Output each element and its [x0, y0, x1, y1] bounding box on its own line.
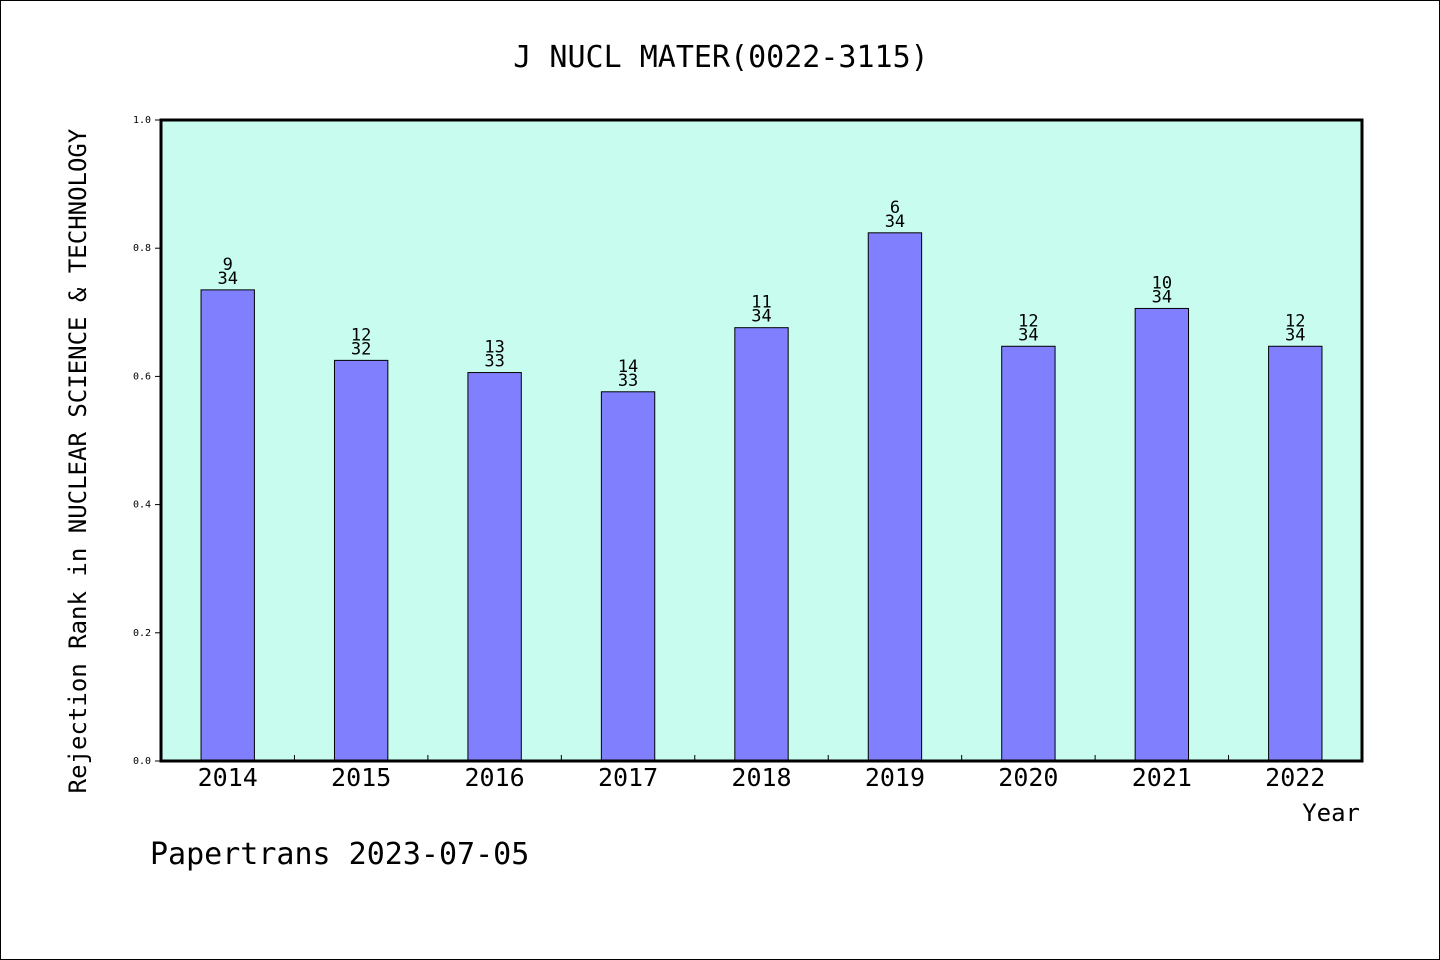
bar [200, 289, 255, 762]
x-tick-label: 2018 [731, 763, 791, 792]
bar [1268, 345, 1323, 762]
y-axis-label: Rejection Rank in NUCLEAR SCIENCE & TECH… [64, 128, 92, 793]
plot-border [159, 118, 1364, 763]
bar-rank-label: 12 [351, 325, 371, 345]
bar [867, 232, 923, 762]
bar-total-label: 34 [217, 269, 237, 289]
bar-total-label: 34 [885, 212, 905, 232]
bar-total-label: 32 [351, 339, 371, 359]
bar [467, 372, 522, 762]
bar-rank-label: 13 [484, 338, 504, 358]
bar-total-label: 34 [751, 307, 771, 327]
bar-rank-label: 6 [890, 198, 900, 218]
x-tick-label: 2022 [1265, 763, 1325, 792]
y-tick-label: 1.0 [133, 115, 151, 126]
chart-title: J NUCL MATER(0022-3115) [513, 40, 928, 75]
bar-total-label: 33 [484, 352, 504, 372]
y-tick-label: 0.2 [133, 628, 151, 639]
y-tick-label: 0.4 [133, 500, 151, 511]
x-tick-label: 2016 [465, 763, 525, 792]
footer-watermark: Papertrans 2023-07-05 [150, 837, 529, 872]
x-tick-label: 2019 [865, 763, 925, 792]
bar-total-label: 34 [1285, 325, 1305, 345]
bar-rank-label: 12 [1285, 311, 1305, 331]
y-tick-label: 0.8 [133, 243, 151, 254]
bar [1001, 345, 1056, 762]
bar-rank-label: 9 [223, 255, 233, 275]
bar [333, 359, 389, 762]
x-axis-label: Year [1302, 799, 1360, 827]
y-tick-label: 0.0 [133, 756, 151, 767]
y-tick-label: 0.6 [133, 371, 151, 382]
bar [1134, 307, 1190, 762]
bar-total-label: 34 [1018, 325, 1038, 345]
bar [734, 327, 789, 762]
x-tick-label: 2017 [598, 763, 658, 792]
bar-total-label: 34 [1152, 287, 1172, 307]
x-tick-label: 2015 [331, 763, 391, 792]
bar-rank-label: 10 [1152, 273, 1172, 293]
bar-rank-label: 11 [751, 293, 771, 313]
x-tick-label: 2020 [998, 763, 1058, 792]
bar-total-label: 33 [618, 371, 638, 391]
bar-rank-label: 14 [618, 357, 638, 377]
x-tick-label: 2014 [198, 763, 258, 792]
bar [600, 391, 656, 762]
x-tick-label: 2021 [1132, 763, 1192, 792]
bar-rank-label: 12 [1018, 311, 1038, 331]
